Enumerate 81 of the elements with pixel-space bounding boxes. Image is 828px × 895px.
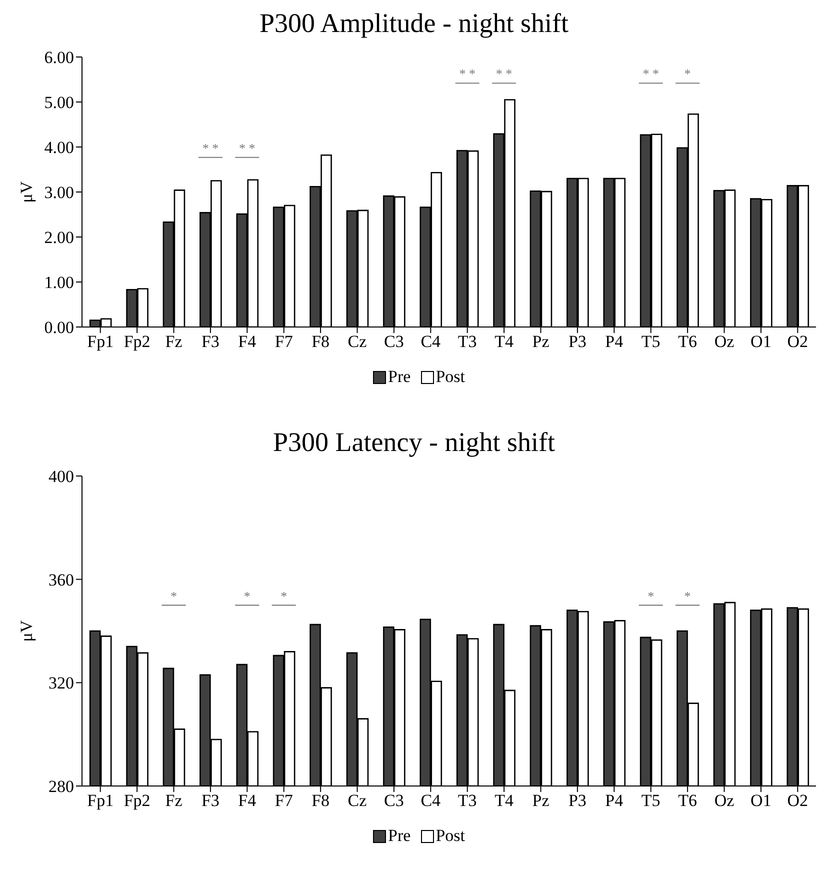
- y-tick-label: 3.00: [44, 183, 74, 202]
- legend-label: Pre: [388, 367, 411, 387]
- y-tick-label: 2.00: [44, 228, 74, 248]
- x-tick-label: T4: [494, 332, 514, 352]
- significance-bracket: *: [235, 588, 260, 606]
- x-tick-label: Cz: [348, 791, 368, 810]
- x-tick-label: C3: [384, 791, 404, 810]
- x-tick-label: C4: [420, 791, 442, 810]
- x-tick-label: Fp2: [124, 332, 150, 352]
- chart-title: P300 Latency - night shift: [272, 427, 556, 458]
- significance-bracket: *: [676, 66, 700, 84]
- x-tick-label: Fz: [165, 791, 183, 810]
- y-axis-title: μV: [17, 620, 36, 642]
- y-tick-label: 400: [48, 467, 74, 486]
- x-tick-label: F8: [312, 332, 330, 352]
- x-tick-label: T5: [641, 332, 660, 352]
- x-tick-label: P3: [568, 332, 586, 352]
- annotation: *: [244, 588, 250, 604]
- significance-bracket: * *: [492, 66, 516, 84]
- y-axis-title: μV: [17, 180, 36, 203]
- annotation: *: [684, 66, 691, 82]
- y-tick-label: 1.00: [44, 273, 74, 292]
- annotation: * *: [239, 140, 256, 156]
- x-tick-label: O2: [787, 332, 808, 352]
- annotation: * *: [459, 66, 476, 82]
- x-tick-label: O1: [750, 332, 772, 352]
- x-tick-label: T4: [494, 791, 514, 810]
- x-tick-label: O1: [750, 791, 772, 810]
- x-tick-label: Cz: [348, 332, 368, 352]
- annotation: * *: [496, 66, 512, 82]
- x-tick-label: F4: [238, 332, 257, 352]
- x-tick-label: C3: [384, 332, 404, 352]
- significance-bracket: *: [676, 588, 700, 606]
- annotation: *: [170, 588, 177, 604]
- significance-bracket: * *: [235, 140, 260, 158]
- significance-bracket: * *: [638, 66, 663, 84]
- x-tick-label: T5: [641, 791, 660, 810]
- x-tick-label: Oz: [714, 791, 735, 810]
- significance-bracket: *: [638, 588, 663, 606]
- x-tick-label: Fp1: [87, 332, 114, 352]
- x-tick-label: Fp2: [124, 791, 150, 810]
- x-tick-label: P4: [605, 332, 624, 352]
- x-tick-label: T6: [678, 791, 697, 810]
- annotation: *: [648, 588, 654, 604]
- y-tick-label: 280: [48, 777, 74, 796]
- x-tick-label: F4: [238, 791, 257, 810]
- y-tick-label: 5.00: [44, 93, 74, 112]
- legend-label: Post: [436, 367, 465, 387]
- x-tick-label: T6: [678, 332, 697, 352]
- x-tick-label: Fp1: [87, 791, 114, 810]
- annotation: *: [684, 588, 691, 604]
- x-tick-label: F8: [312, 791, 330, 810]
- x-tick-label: T3: [458, 791, 477, 810]
- x-tick-label: T3: [458, 332, 477, 352]
- x-tick-label: F7: [274, 332, 294, 352]
- y-tick-label: 360: [48, 570, 74, 590]
- y-tick-label: 4.00: [44, 138, 74, 158]
- significance-bracket: * *: [198, 140, 222, 158]
- legend-label: Post: [436, 826, 465, 846]
- annotation: * *: [642, 66, 659, 82]
- x-tick-label: Pz: [532, 332, 550, 352]
- x-tick-label: Fz: [165, 332, 183, 352]
- x-tick-label: O2: [787, 791, 808, 810]
- x-tick-label: F3: [201, 791, 220, 810]
- significance-bracket: *: [272, 588, 296, 606]
- x-tick-label: C4: [420, 332, 442, 352]
- significance-bracket: *: [162, 588, 186, 606]
- x-tick-label: Pz: [532, 791, 550, 810]
- x-tick-label: F3: [201, 332, 220, 352]
- y-tick-label: 6.00: [44, 48, 74, 68]
- y-tick-label: 0.00: [44, 318, 74, 338]
- x-tick-label: Oz: [714, 332, 735, 352]
- y-tick-label: 320: [48, 674, 74, 693]
- significance-bracket: * *: [455, 66, 480, 84]
- annotation: *: [280, 588, 288, 604]
- x-tick-label: F7: [274, 791, 294, 810]
- chart-title: P300 Amplitude - night shift: [258, 8, 570, 39]
- x-tick-label: P3: [568, 791, 586, 810]
- legend-label: Pre: [388, 826, 411, 846]
- x-tick-label: P4: [605, 791, 624, 810]
- annotation: * *: [202, 140, 219, 156]
